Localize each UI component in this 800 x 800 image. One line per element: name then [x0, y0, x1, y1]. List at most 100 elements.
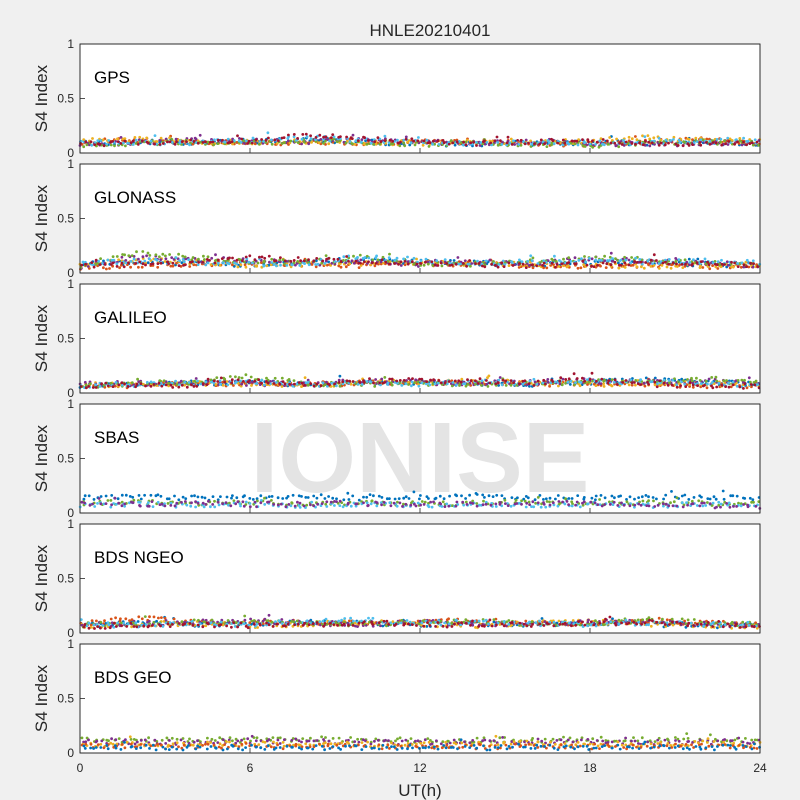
data-point: [635, 138, 639, 142]
data-point: [524, 619, 528, 623]
data-point: [644, 494, 648, 497]
data-point: [565, 500, 569, 503]
data-point: [130, 381, 134, 384]
data-point: [582, 263, 586, 267]
data-point: [628, 504, 632, 508]
data-point: [455, 383, 458, 387]
data-point: [331, 496, 335, 500]
data-point: [156, 493, 160, 497]
data-point: [180, 501, 183, 504]
data-point: [594, 494, 598, 498]
data-point: [359, 140, 363, 144]
data-point: [212, 379, 216, 383]
data-point: [304, 132, 308, 136]
data-point: [137, 494, 141, 497]
data-point: [189, 138, 193, 142]
data-point: [183, 255, 187, 259]
data-point: [353, 621, 357, 625]
data-point: [747, 265, 751, 269]
data-point: [156, 262, 160, 265]
data-point: [687, 138, 691, 141]
data-point: [497, 263, 501, 266]
data-point: [658, 379, 662, 383]
data-point: [738, 139, 742, 143]
data-point: [555, 263, 559, 266]
data-point: [388, 138, 392, 142]
data-point: [240, 137, 244, 141]
data-point: [677, 258, 681, 261]
data-point: [687, 257, 691, 261]
data-point: [217, 258, 220, 262]
data-point: [243, 618, 247, 622]
data-point: [739, 502, 743, 506]
data-point: [330, 381, 334, 385]
data-point: [256, 499, 259, 503]
data-point: [283, 262, 286, 266]
data-point: [170, 381, 174, 385]
data-point: [346, 139, 349, 143]
data-point: [255, 497, 259, 501]
data-point: [468, 259, 471, 262]
data-point: [114, 616, 117, 620]
data-point: [647, 140, 650, 144]
data-point: [383, 134, 387, 138]
data-point: [731, 494, 735, 498]
y-axis-label: S4 Index: [32, 424, 51, 492]
data-point: [702, 501, 706, 505]
data-point: [723, 263, 726, 266]
data-point: [197, 257, 200, 261]
data-point: [469, 141, 473, 145]
data-point: [120, 261, 124, 265]
data-point: [196, 141, 200, 145]
data-point: [237, 139, 241, 143]
data-point: [339, 135, 342, 139]
data-point: [497, 384, 500, 387]
data-point: [385, 497, 389, 501]
data-point: [575, 139, 579, 143]
data-point: [668, 381, 671, 384]
data-point: [609, 263, 613, 267]
data-point: [300, 381, 304, 385]
data-point: [653, 505, 657, 508]
data-point: [486, 385, 490, 388]
data-point: [487, 374, 491, 378]
data-point: [509, 383, 513, 387]
data-point: [188, 265, 192, 268]
data-point: [419, 262, 423, 265]
data-point: [390, 383, 394, 387]
data-point: [221, 383, 225, 387]
data-point: [110, 503, 113, 507]
data-point: [742, 387, 745, 390]
data-point: [202, 505, 206, 509]
data-point: [625, 500, 629, 504]
data-point: [704, 379, 708, 383]
data-point: [437, 143, 441, 146]
data-point: [265, 380, 268, 383]
data-point: [557, 500, 561, 503]
data-point: [496, 381, 500, 385]
data-point: [224, 501, 228, 504]
data-point: [736, 140, 739, 144]
data-point: [457, 379, 461, 383]
data-point: [115, 255, 119, 258]
data-point: [126, 261, 130, 265]
data-point: [122, 265, 126, 269]
data-point: [124, 144, 127, 148]
data-point: [119, 142, 123, 145]
data-point: [344, 261, 348, 265]
data-point: [653, 376, 657, 380]
data-point: [563, 141, 567, 145]
data-point: [683, 264, 687, 268]
data-point: [435, 259, 439, 263]
data-point: [351, 380, 355, 383]
data-point: [380, 258, 384, 262]
data-point: [583, 255, 586, 258]
data-point: [414, 378, 418, 382]
data-point: [483, 265, 487, 269]
data-point: [187, 381, 191, 384]
data-point: [136, 143, 140, 146]
data-point: [403, 263, 407, 267]
data-point: [429, 378, 432, 382]
data-point: [111, 261, 115, 265]
